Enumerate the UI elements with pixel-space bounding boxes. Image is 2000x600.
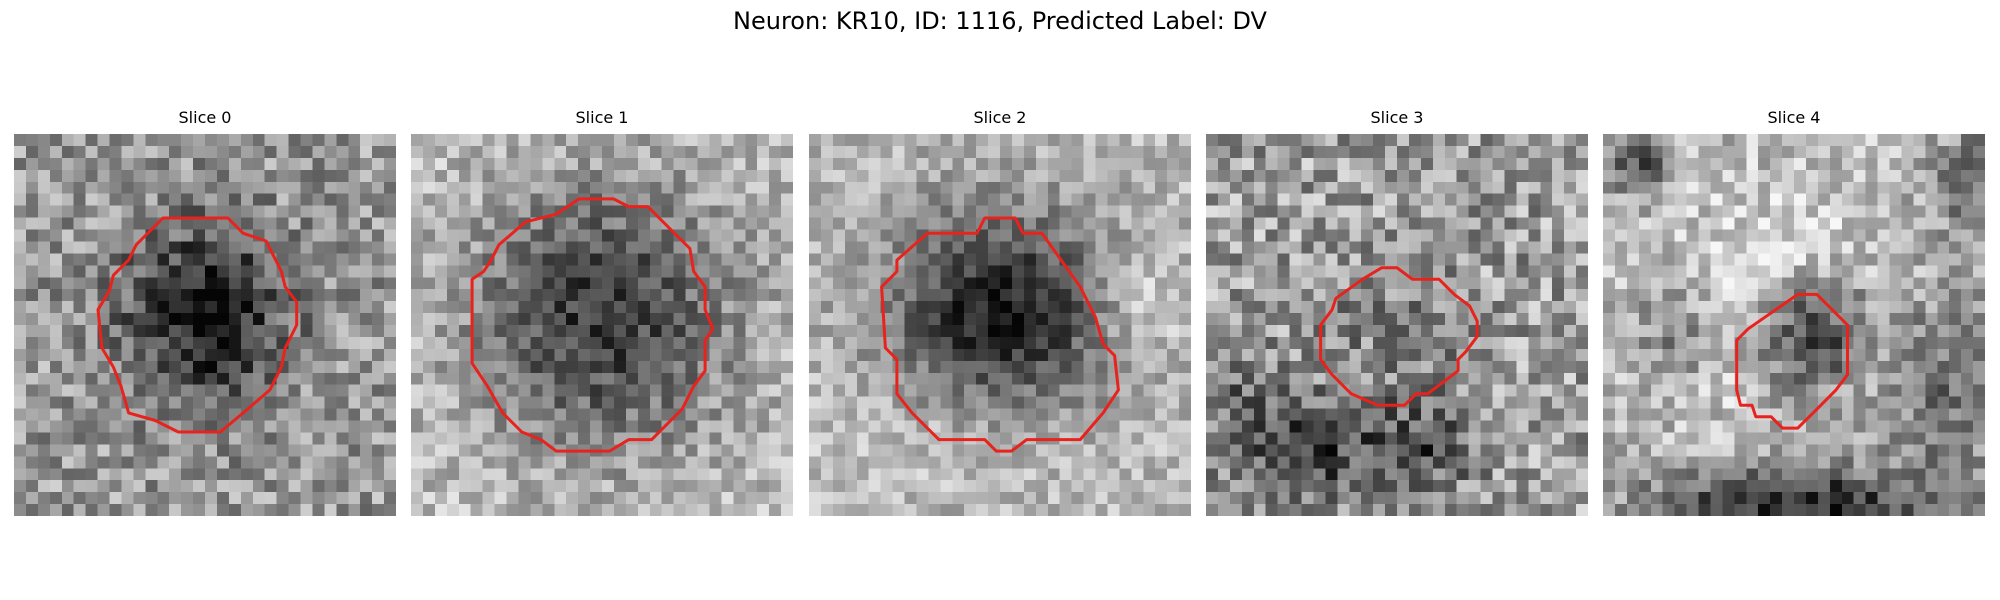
roi-contour bbox=[1735, 292, 1849, 430]
slice-title: Slice 2 bbox=[973, 108, 1027, 127]
slice-image bbox=[809, 134, 1191, 516]
slice-image bbox=[14, 134, 396, 516]
slice-image bbox=[1603, 134, 1985, 516]
roi-contour bbox=[96, 216, 299, 434]
slice-title: Slice 3 bbox=[1370, 108, 1424, 127]
roi-contour bbox=[880, 216, 1120, 453]
slice-title: Slice 1 bbox=[575, 108, 629, 127]
roi-contour bbox=[470, 197, 715, 453]
slice-title: Slice 0 bbox=[178, 108, 232, 127]
slice-image bbox=[411, 134, 793, 516]
slice-title: Slice 4 bbox=[1767, 108, 1821, 127]
slice-image bbox=[1206, 134, 1588, 516]
figure-title: Neuron: KR10, ID: 1116, Predicted Label:… bbox=[733, 7, 1267, 35]
roi-contour bbox=[1319, 266, 1479, 407]
